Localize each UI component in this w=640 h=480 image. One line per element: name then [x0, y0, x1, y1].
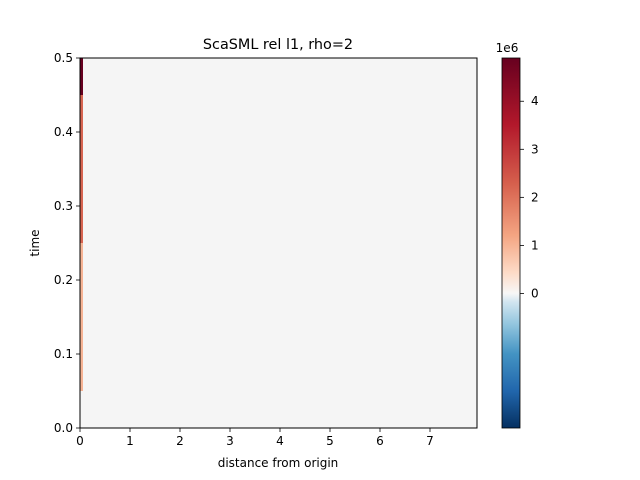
y-tick-label: 0.0 [54, 421, 73, 435]
colorbar-ticks: 0 1 2 3 4 [520, 94, 539, 300]
heatmap-background [80, 58, 477, 428]
x-tick-label: 4 [276, 434, 284, 448]
chart-title: ScaSML rel l1, rho=2 [203, 37, 353, 53]
x-tick-label: 7 [426, 434, 434, 448]
x-tick-label: 5 [326, 434, 334, 448]
x-axis-ticks: 0 1 2 3 4 5 6 7 [76, 428, 434, 448]
heatmap-cells [80, 58, 83, 391]
y-tick-label: 0.3 [54, 199, 73, 213]
x-tick-label: 0 [76, 434, 84, 448]
x-tick-label: 3 [226, 434, 234, 448]
colorbar-offset-label: 1e6 [496, 41, 519, 55]
x-tick-label: 2 [176, 434, 184, 448]
heatmap-cell [80, 243, 83, 391]
y-tick-label: 0.4 [54, 125, 73, 139]
x-tick-label: 1 [126, 434, 134, 448]
plot-frame [79, 57, 478, 429]
colorbar-frame [501, 57, 521, 429]
x-axis-label: distance from origin [218, 456, 339, 470]
colorbar-tick-label: 2 [531, 190, 539, 204]
y-tick-label: 0.5 [54, 51, 73, 65]
heatmap-cell [80, 95, 83, 243]
heatmap-cell [80, 58, 83, 95]
y-axis-ticks: 0.0 0.1 0.2 0.3 0.4 0.5 [54, 51, 80, 435]
y-tick-label: 0.1 [54, 347, 73, 361]
colorbar-tick-label: 4 [531, 94, 539, 108]
colorbar-tick-label: 3 [531, 142, 539, 156]
colorbar-tick-label: 1 [531, 238, 539, 252]
colorbar-tick-label: 0 [531, 286, 539, 300]
x-tick-label: 6 [376, 434, 384, 448]
colorbar [502, 58, 520, 428]
y-tick-label: 0.2 [54, 273, 73, 287]
y-axis-label: time [28, 229, 42, 256]
